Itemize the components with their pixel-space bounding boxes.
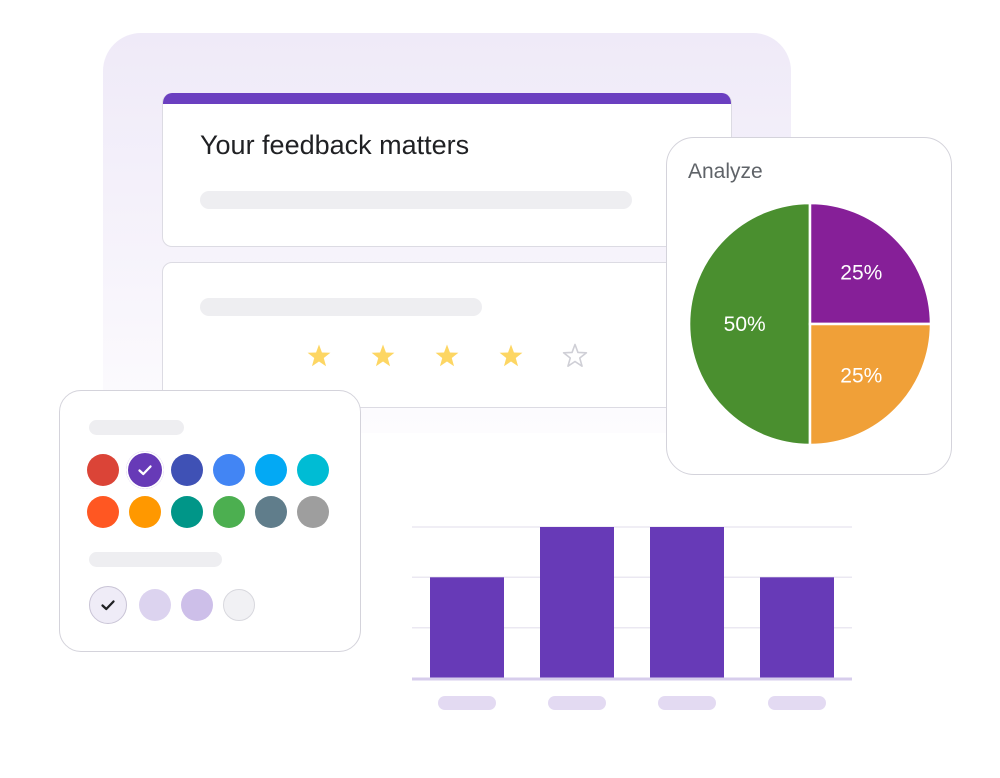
pie-slice[interactable] <box>808 202 933 326</box>
color-swatch[interactable] <box>213 496 245 528</box>
pie-chart: 50% 25% 25% <box>687 202 933 447</box>
color-swatch[interactable] <box>87 454 119 486</box>
analyze-title: Analyze <box>688 160 763 183</box>
x-axis-label-placeholder <box>658 696 716 710</box>
bar[interactable] <box>650 527 724 678</box>
pie-slice[interactable] <box>687 202 812 447</box>
bar[interactable] <box>760 577 834 678</box>
star-rating[interactable] <box>306 343 588 369</box>
color-swatch[interactable] <box>129 496 161 528</box>
star-filled-icon[interactable] <box>370 343 396 369</box>
star-outline-icon[interactable] <box>562 343 588 369</box>
form-title-card: Your feedback matters <box>162 93 732 247</box>
star-filled-icon[interactable] <box>434 343 460 369</box>
bar-chart <box>412 526 852 710</box>
background-shade-row <box>89 586 255 624</box>
check-icon <box>101 600 115 611</box>
color-swatch[interactable] <box>255 496 287 528</box>
color-swatch[interactable] <box>171 454 203 486</box>
color-swatch[interactable] <box>297 454 329 486</box>
shade-section-label-placeholder <box>89 552 222 567</box>
theme-color-row <box>87 451 329 489</box>
pie-slice[interactable] <box>808 322 933 447</box>
star-filled-icon[interactable] <box>306 343 332 369</box>
color-swatch[interactable] <box>213 454 245 486</box>
theme-color-panel <box>59 390 361 652</box>
pie-slice-label: 25% <box>840 364 882 387</box>
star-filled-icon[interactable] <box>498 343 524 369</box>
color-swatch[interactable] <box>126 451 164 489</box>
x-axis-label-placeholder <box>768 696 826 710</box>
form-description-placeholder <box>200 191 632 209</box>
pie-slice-label: 25% <box>840 262 882 285</box>
shade-swatch[interactable] <box>89 586 127 624</box>
bar[interactable] <box>540 527 614 678</box>
color-swatch[interactable] <box>171 496 203 528</box>
color-swatch[interactable] <box>87 496 119 528</box>
analyze-card: Analyze 50% 25% 25% <box>666 137 952 475</box>
shade-swatch[interactable] <box>139 589 171 621</box>
color-section-label-placeholder <box>89 420 184 435</box>
x-axis-label-placeholder <box>438 696 496 710</box>
form-title: Your feedback matters <box>200 130 470 160</box>
color-swatch[interactable] <box>297 496 329 528</box>
shade-swatch[interactable] <box>181 589 213 621</box>
theme-color-row <box>87 496 329 528</box>
x-axis-label-placeholder <box>548 696 606 710</box>
bar[interactable] <box>430 577 504 678</box>
color-swatch[interactable] <box>255 454 287 486</box>
question-card <box>162 262 732 408</box>
question-title-placeholder <box>200 298 482 316</box>
check-icon <box>138 465 152 476</box>
shade-swatch[interactable] <box>223 589 255 621</box>
form-accent-bar <box>163 93 731 104</box>
pie-slice-label: 50% <box>724 313 766 336</box>
